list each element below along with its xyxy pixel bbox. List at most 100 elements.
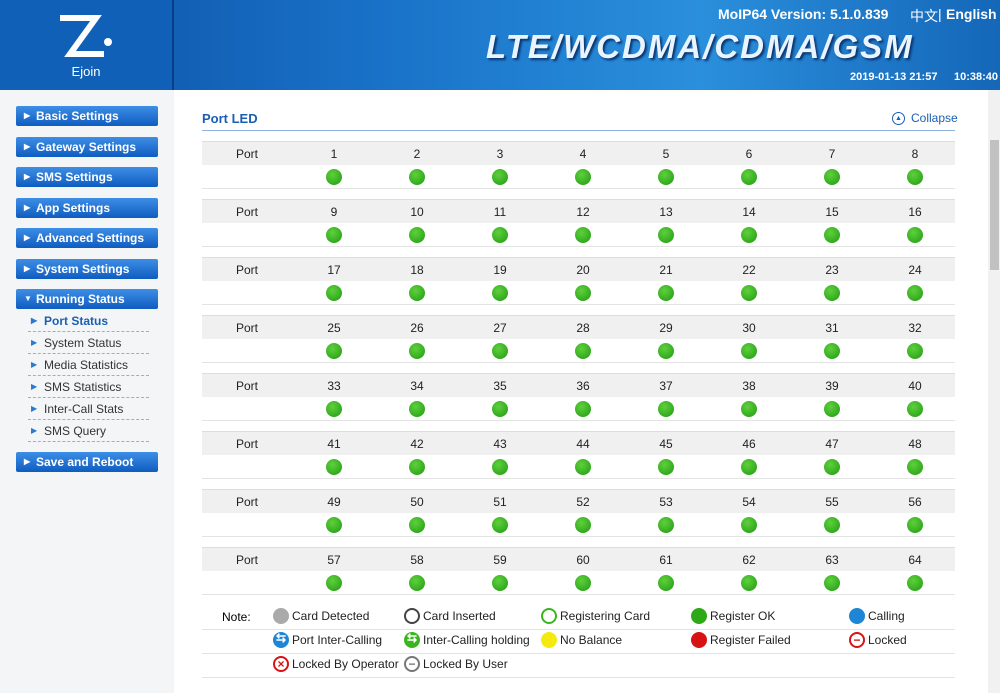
lang-en[interactable]: English — [946, 6, 997, 22]
port-led — [741, 459, 757, 475]
submenu-item[interactable]: SMS Statistics ▶ — [28, 377, 149, 398]
lang-zh[interactable]: 中文 — [910, 8, 938, 24]
menu-button[interactable]: App Settings ▶ — [16, 197, 158, 218]
port-number: 23 — [825, 263, 839, 277]
port-label: Port — [235, 379, 258, 393]
port-number: 16 — [908, 205, 922, 219]
port-number: 31 — [825, 321, 839, 335]
legend-label: Locked By Operator — [292, 657, 399, 671]
port-number: 25 — [327, 321, 341, 335]
legend-icon: ⇆ — [404, 632, 420, 648]
port-led — [907, 343, 923, 359]
port-led — [658, 517, 674, 533]
port-number: 26 — [410, 321, 424, 335]
bullet: ▶ — [31, 360, 38, 369]
port-row — [202, 373, 955, 397]
port-led — [575, 169, 591, 185]
port-number: 4 — [579, 147, 587, 161]
menu-button[interactable]: Basic Settings ▶ — [16, 106, 158, 126]
port-number: 47 — [825, 437, 839, 451]
submenu-item[interactable]: SMS Query ▶ — [28, 421, 149, 442]
legend-icon — [849, 608, 865, 624]
port-led — [824, 169, 840, 185]
port-led — [575, 343, 591, 359]
port-led — [741, 169, 757, 185]
port-label: Port — [235, 437, 258, 451]
menu-button[interactable]: Running Status ▼ — [16, 289, 158, 309]
submenu-item[interactable]: Media Statistics ▶ — [28, 355, 149, 376]
menu-button[interactable]: Gateway Settings ▶ — [16, 136, 158, 157]
port-number: 37 — [659, 379, 673, 393]
port-number: 43 — [493, 437, 507, 451]
port-led — [741, 401, 757, 417]
panel-rule — [202, 130, 955, 131]
sidebar — [0, 90, 174, 693]
menu-button[interactable]: SMS Settings ▶ — [16, 167, 158, 187]
logo-text: Ejoin — [71, 64, 101, 79]
port-number: 36 — [576, 379, 590, 393]
menu-button[interactable]: System Settings ▶ — [16, 258, 158, 279]
port-number: 42 — [410, 437, 424, 451]
port-led — [492, 227, 508, 243]
arrow: ▶ — [24, 457, 31, 466]
version: MoIP64 Version: 5.1.0.839 — [718, 6, 889, 22]
port-led — [907, 517, 923, 533]
note-row — [202, 630, 955, 654]
port-number: 30 — [742, 321, 756, 335]
legend-icon — [404, 608, 420, 624]
scroll-thumb[interactable] — [990, 140, 999, 270]
legend-label: Locked — [868, 633, 907, 647]
port-number: 21 — [659, 263, 673, 277]
port-number: 8 — [911, 147, 919, 161]
collapse[interactable]: Collapse — [911, 111, 958, 125]
submenu-item[interactable]: System Status ▶ — [28, 333, 149, 354]
port-number: 18 — [410, 263, 424, 277]
port-led — [326, 459, 342, 475]
menu-button[interactable]: Save and Reboot ▶ — [16, 452, 158, 472]
port-number: 61 — [659, 553, 673, 567]
port-number: 15 — [825, 205, 839, 219]
port-number: 38 — [742, 379, 756, 393]
port-number: 63 — [825, 553, 839, 567]
port-row — [202, 431, 955, 455]
port-led — [575, 517, 591, 533]
port-number: 34 — [410, 379, 424, 393]
submenu-item[interactable]: Port Status ▶ — [28, 311, 149, 332]
port-led — [492, 169, 508, 185]
port-led — [658, 227, 674, 243]
port-led — [492, 285, 508, 301]
port-led — [575, 459, 591, 475]
collapse-icon: ▲ — [892, 112, 905, 125]
port-row — [202, 199, 955, 223]
port-led — [575, 575, 591, 591]
port-led — [824, 401, 840, 417]
arrow: ▼ — [24, 294, 32, 303]
port-led — [409, 343, 425, 359]
submenu-item[interactable]: Inter-Call Stats ▶ — [28, 399, 149, 420]
port-led — [409, 517, 425, 533]
port-led — [492, 575, 508, 591]
port-number: 39 — [825, 379, 839, 393]
bullet: ▶ — [31, 382, 38, 391]
port-number: 11 — [493, 205, 507, 219]
port-led — [409, 285, 425, 301]
scrollbar[interactable] — [988, 90, 1000, 693]
legend-icon — [541, 608, 557, 624]
port-number: 60 — [576, 553, 590, 567]
port-number: 2 — [413, 147, 421, 161]
port-label: Port — [235, 321, 258, 335]
arrow: ▶ — [24, 172, 31, 181]
bullet: ▶ — [31, 338, 38, 347]
port-label: Port — [235, 495, 258, 509]
port-number: 9 — [330, 205, 338, 219]
port-number: 28 — [576, 321, 590, 335]
port-led — [326, 169, 342, 185]
port-row — [202, 141, 955, 165]
port-led — [824, 575, 840, 591]
port-number: 6 — [745, 147, 753, 161]
port-number: 57 — [327, 553, 341, 567]
legend-label: Registering Card — [560, 609, 651, 623]
port-led — [907, 227, 923, 243]
port-number: 27 — [493, 321, 507, 335]
menu-button[interactable]: Advanced Settings ▶ — [16, 228, 158, 248]
